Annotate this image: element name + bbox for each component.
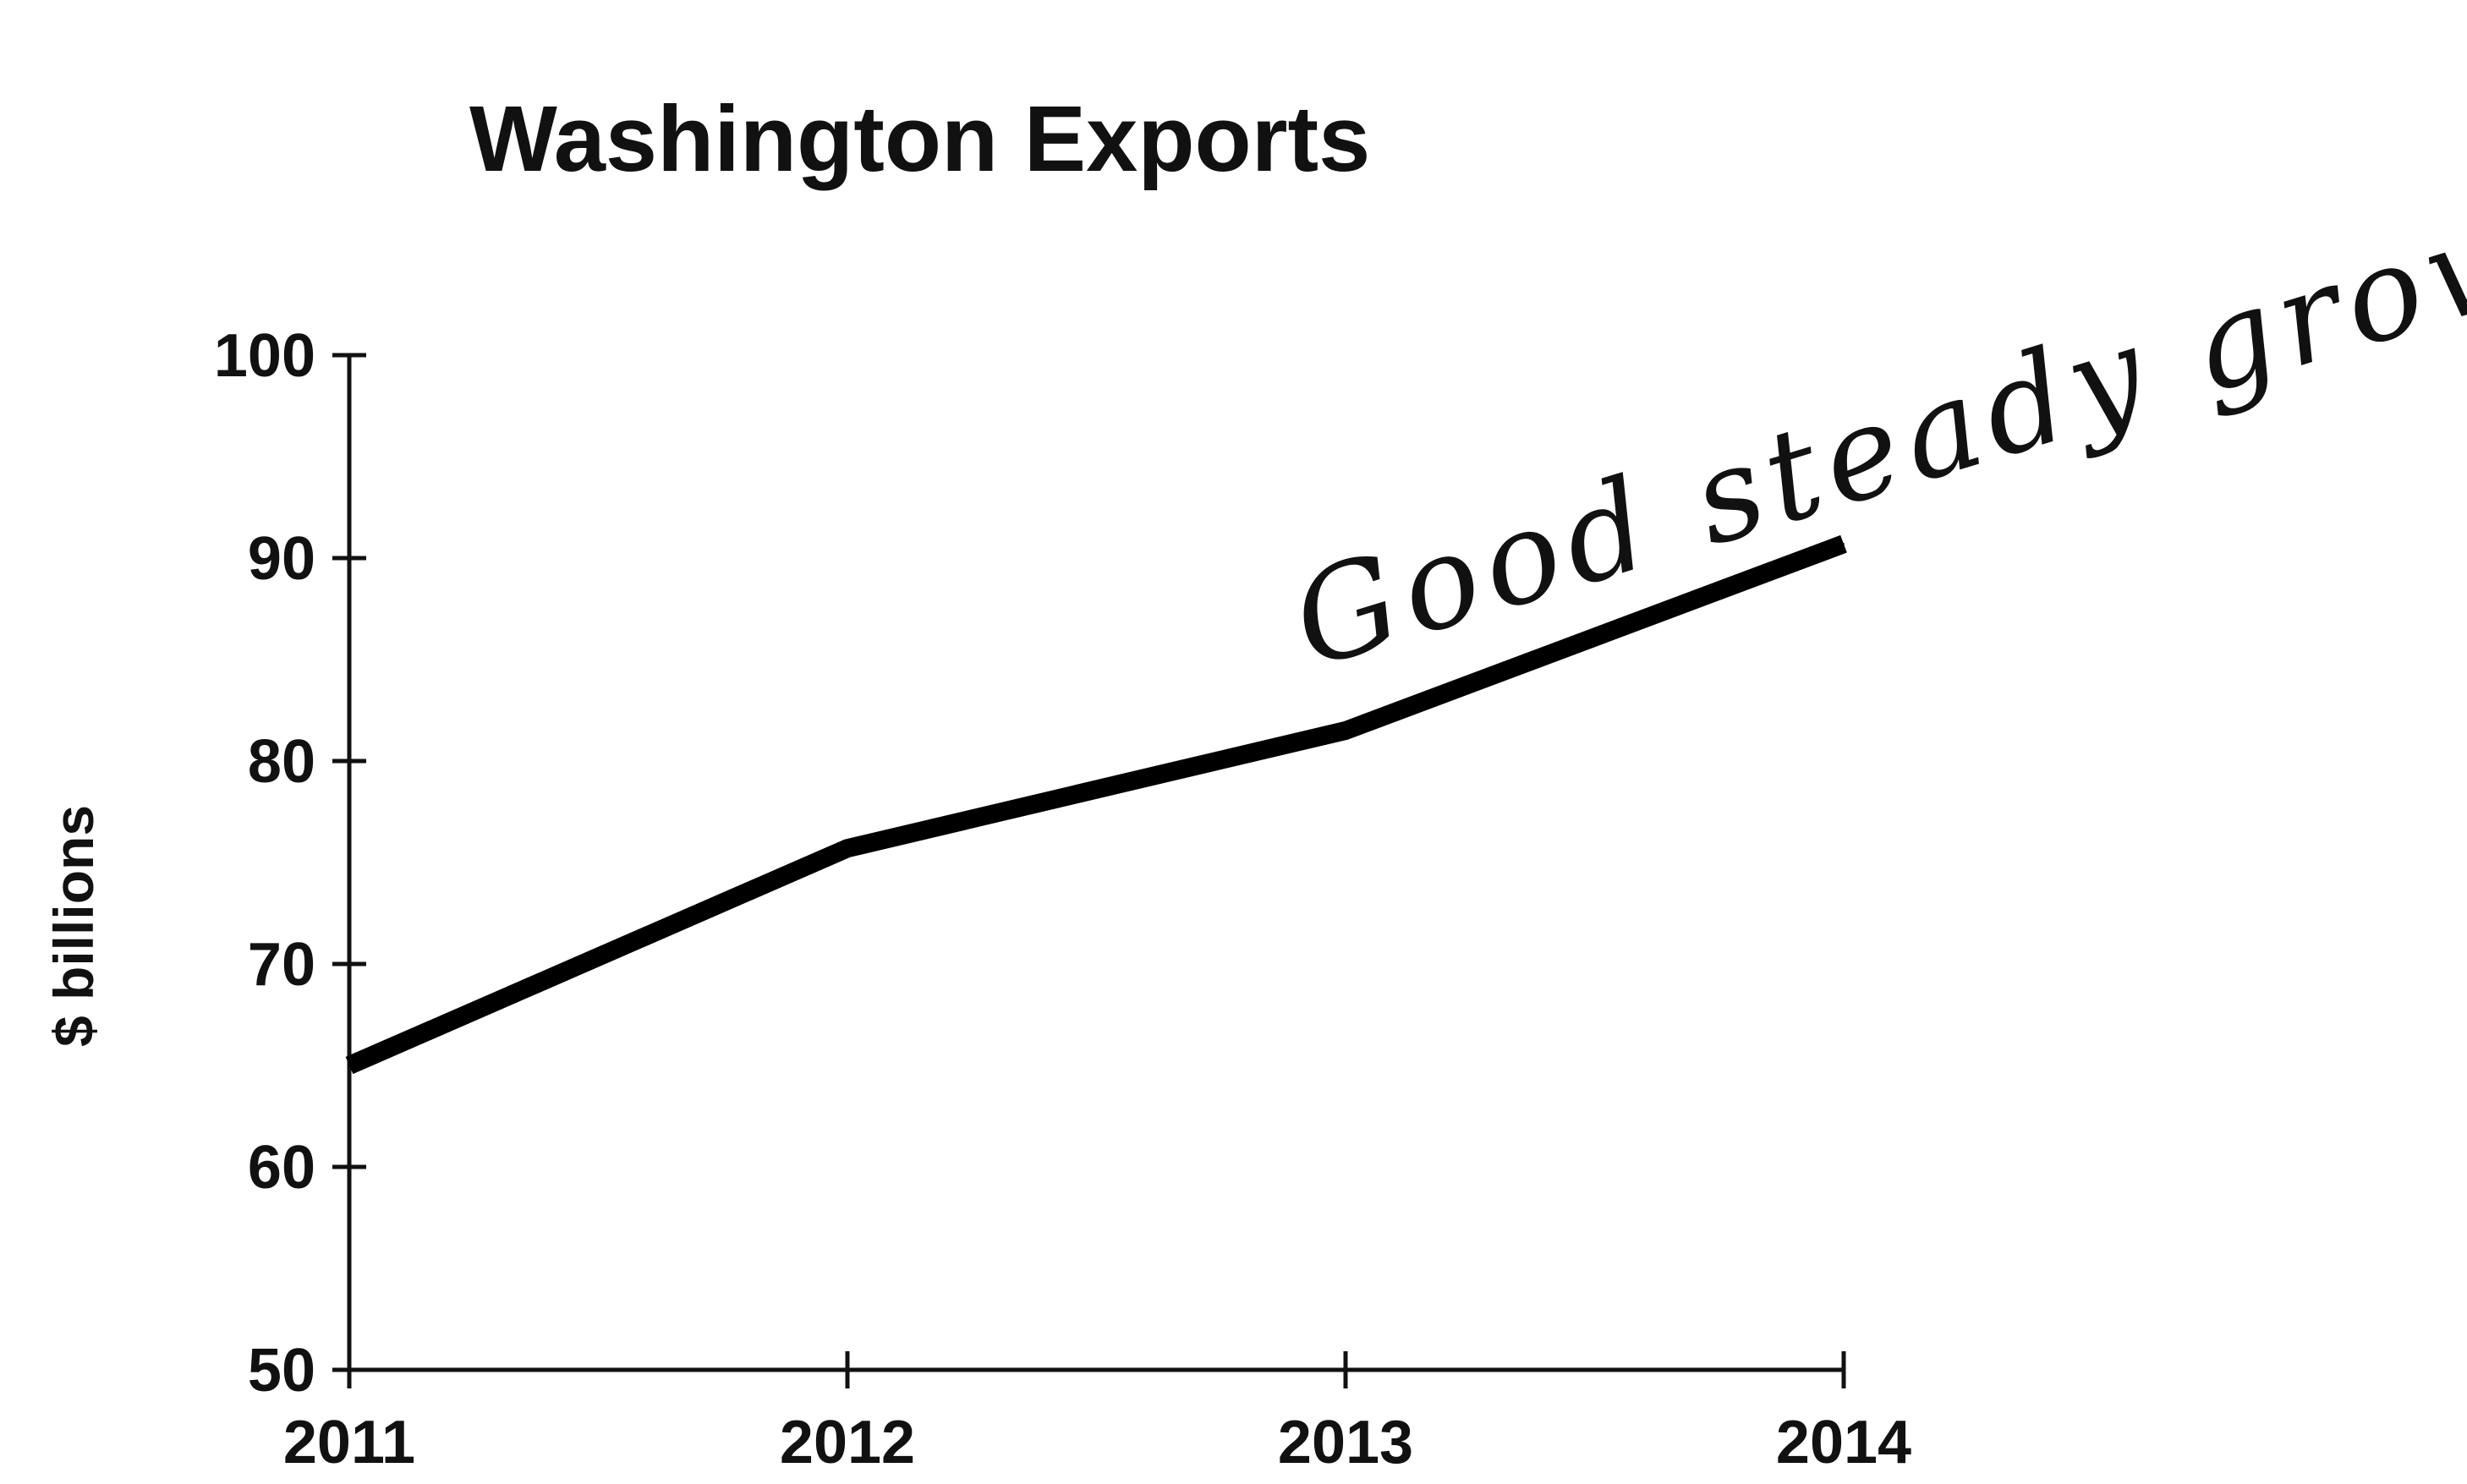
x-axis: 2011 2012 2013 2014	[283, 1351, 1911, 1476]
series-point	[1843, 543, 1845, 545]
x-tick-label: 2011	[283, 1409, 415, 1476]
y-tick-label: 60	[248, 1134, 315, 1202]
x-tick-label: 2014	[1776, 1409, 1911, 1476]
x-tick-label: 2013	[1278, 1409, 1413, 1476]
y-tick-label: 50	[248, 1337, 315, 1405]
y-tick-label: 100	[214, 322, 315, 390]
y-tick-label: 70	[248, 931, 315, 999]
handwritten-annotation: Good steady growth.	[1277, 119, 2467, 698]
y-tick-label: 80	[248, 728, 315, 796]
series-line	[345, 534, 1847, 1075]
chart-title: Washington Exports	[469, 87, 1370, 191]
y-tick-label: 90	[248, 525, 315, 593]
series-point	[348, 1065, 350, 1066]
series-point	[847, 847, 848, 850]
series-layer	[345, 534, 1847, 1075]
y-axis-label: $ billions	[42, 805, 105, 1047]
x-tick-label: 2012	[780, 1409, 915, 1476]
y-axis: 50 60 70 80 90 100	[214, 322, 366, 1405]
series-point	[1345, 730, 1346, 731]
